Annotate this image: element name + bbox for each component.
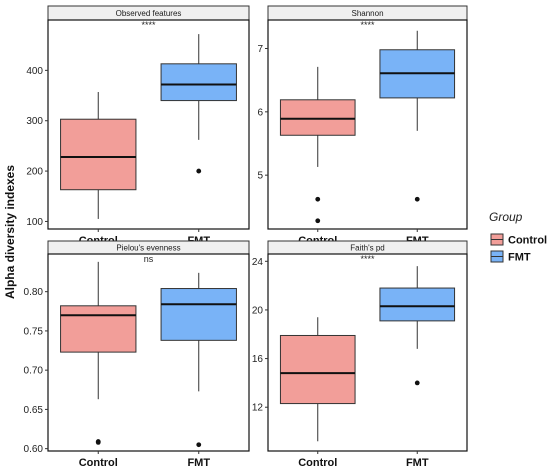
iqr-box [379, 287, 456, 322]
outlier-point [414, 196, 420, 202]
panel-title: Pielou's evenness [116, 244, 180, 253]
y-tick-label: 400 [26, 66, 43, 77]
y-tick-label: 0.75 [24, 326, 44, 337]
panel-title: Observed features [116, 9, 182, 18]
iqr-box [160, 288, 237, 341]
legend-title: Group [489, 210, 523, 224]
significance-label: **** [141, 20, 156, 30]
panel-faith-s-pd: Faith's pd 12 16 20 24 Control FMT **** [252, 240, 468, 469]
y-tick-label: 5 [257, 171, 263, 182]
outlier-point [414, 380, 420, 386]
y-tick-label: 0.70 [24, 366, 44, 377]
box-fmt [379, 266, 456, 386]
y-tick-label: 12 [252, 403, 264, 414]
y-tick-label: 100 [26, 217, 43, 228]
x-tick-label: FMT [187, 457, 210, 469]
iqr-box [60, 305, 137, 353]
iqr-box [60, 118, 137, 191]
significance-label: **** [360, 254, 375, 264]
panel-title: Shannon [351, 9, 383, 18]
box-fmt [379, 30, 456, 202]
outlier-point [315, 218, 321, 224]
y-tick-label: 0.65 [24, 405, 44, 416]
y-tick-label: 200 [26, 167, 43, 178]
legend-item-fmt: FMT [490, 250, 531, 264]
iqr-box [279, 99, 356, 136]
panels: Observed features 100 200 300 400 Control FMT *… [24, 5, 468, 469]
y-tick-label: 0.60 [24, 444, 44, 455]
y-tick-label: 20 [252, 305, 264, 316]
significance-label: **** [360, 20, 375, 30]
legend-label: Control [508, 235, 547, 247]
box-fmt [160, 34, 237, 174]
significance-label: ns [144, 254, 154, 264]
panel-shannon: Shannon567ControlFMT**** [257, 5, 468, 247]
y-tick-label: 16 [252, 354, 264, 365]
outlier-point [315, 196, 321, 202]
box-control [60, 261, 137, 445]
iqr-box [279, 334, 356, 405]
panel-title: Faith's pd [350, 244, 384, 253]
box-control [60, 92, 137, 219]
y-tick-label: 0.80 [24, 287, 44, 298]
y-tick-label: 300 [26, 116, 43, 127]
legend: Group Control FMT [489, 210, 547, 264]
box-control [279, 317, 356, 442]
x-tick-label: Control [79, 457, 118, 469]
legend-label: FMT [508, 252, 531, 264]
box-control [279, 66, 356, 224]
y-tick-label: 7 [257, 44, 263, 55]
legend-item-control: Control [490, 233, 547, 247]
iqr-box [160, 63, 237, 102]
panel-observed-features: Observed features100200300400ControlFMT*… [26, 5, 250, 247]
outlier-point [196, 168, 202, 174]
box-fmt [160, 272, 237, 448]
x-tick-label: Control [298, 457, 337, 469]
panel-pielou-s-evenness: Pielou's evenness 0.60 0.65 0.70 0.75 0.80 Con… [24, 240, 250, 469]
outlier-point [95, 439, 101, 445]
y-tick-label: 24 [252, 257, 264, 268]
outlier-point [196, 442, 202, 448]
y-tick-label: 6 [257, 107, 263, 118]
x-tick-label: FMT [406, 457, 429, 469]
y-axis-title: Alpha diversity indexes [3, 165, 17, 299]
